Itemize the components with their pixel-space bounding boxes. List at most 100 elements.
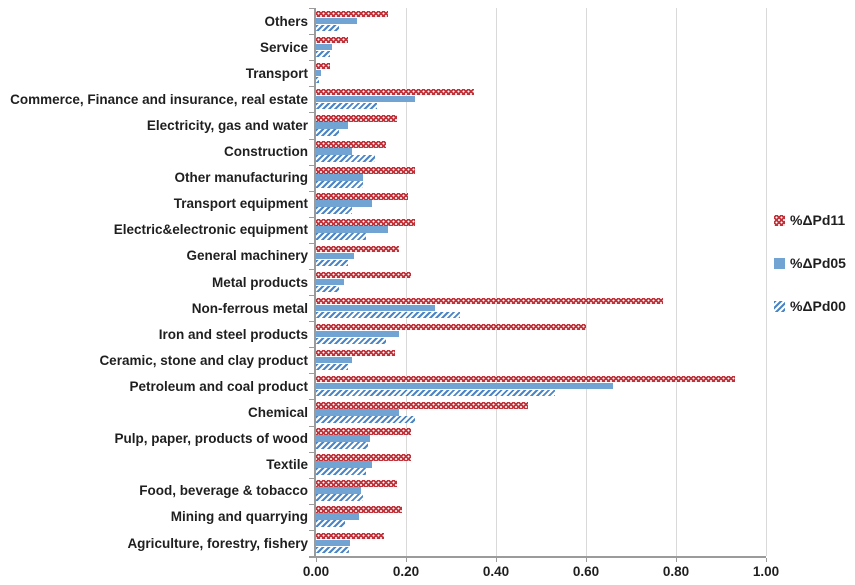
category-label: Textile xyxy=(266,457,308,473)
bar-s2-c7 xyxy=(316,207,352,214)
y-axis-tick xyxy=(309,373,314,375)
bar-s0-c17 xyxy=(316,454,411,461)
bar-s1-c19 xyxy=(316,513,359,520)
legend-swatch-icon xyxy=(774,300,785,312)
x-axis-tick xyxy=(675,558,677,562)
x-axis-tick xyxy=(495,558,497,562)
bar-s2-c10 xyxy=(316,285,339,293)
bar-s2-c5 xyxy=(316,155,375,162)
bar-s0-c2 xyxy=(316,62,330,70)
legend-label: %ΔPd00 xyxy=(790,298,846,314)
bar-s0-c19 xyxy=(316,506,402,513)
bar-s2-c0 xyxy=(316,24,339,32)
x-axis-tick xyxy=(405,558,407,562)
bar-s2-c2 xyxy=(316,76,320,84)
x-tick-label: 0.00 xyxy=(302,564,330,579)
bar-s2-c8 xyxy=(316,233,366,240)
y-axis-tick xyxy=(309,425,314,427)
y-axis-tick xyxy=(309,216,314,218)
category-label: Electricity, gas and water xyxy=(146,117,308,133)
y-axis-tick xyxy=(309,321,314,323)
bar-s0-c5 xyxy=(316,141,386,148)
bar-s2-c15 xyxy=(316,416,415,423)
category-label: Service xyxy=(259,39,308,55)
legend: %ΔPd11 %ΔPd05 %ΔPd00 xyxy=(774,212,846,341)
bar-s1-c15 xyxy=(316,409,400,416)
bar-s1-c11 xyxy=(316,304,436,312)
gridline-0.8 xyxy=(675,8,677,556)
category-label: Iron and steel products xyxy=(158,326,308,342)
bar-s1-c2 xyxy=(316,69,321,77)
category-label: Metal products xyxy=(211,274,308,290)
bar-s2-c3 xyxy=(316,102,377,110)
bar-s2-c12 xyxy=(316,337,386,345)
x-axis-line xyxy=(309,556,766,558)
y-axis-tick xyxy=(309,86,314,88)
category-label: General machinery xyxy=(186,248,308,264)
bar-s0-c8 xyxy=(316,219,415,226)
x-axis-tick xyxy=(315,558,317,562)
category-label: Chemical xyxy=(247,405,308,420)
y-axis-tick xyxy=(309,269,314,270)
gridline-0.4 xyxy=(495,8,497,556)
bar-s0-c9 xyxy=(316,245,400,253)
bar-s1-c17 xyxy=(316,461,373,468)
bar-s2-c11 xyxy=(316,311,460,319)
bar-s2-c20 xyxy=(316,546,349,554)
category-label: Construction xyxy=(224,144,308,159)
bar-s1-c9 xyxy=(316,252,355,260)
y-axis-tick xyxy=(309,242,314,244)
y-axis-tick xyxy=(309,399,314,401)
bar-s2-c19 xyxy=(316,520,346,527)
bar-s0-c10 xyxy=(316,271,411,279)
category-label: Other manufacturing xyxy=(174,170,308,186)
y-axis-tick xyxy=(309,112,314,114)
bar-s0-c12 xyxy=(316,323,586,331)
category-label: Pulp, paper, products of wood xyxy=(114,431,308,447)
bar-s2-c14 xyxy=(316,389,555,397)
y-axis-line xyxy=(314,8,316,556)
y-axis-tick xyxy=(309,295,314,296)
x-tick-label: 0.80 xyxy=(662,564,690,579)
y-axis-tick xyxy=(309,164,314,166)
legend-label: %ΔPd05 xyxy=(790,255,846,271)
bar-s1-c0 xyxy=(316,17,357,25)
y-axis-tick xyxy=(309,34,314,36)
x-tick-label: 1.00 xyxy=(752,564,780,579)
bar-s1-c1 xyxy=(316,43,332,51)
legend-item-pd11: %ΔPd11 xyxy=(774,212,846,228)
bar-s2-c16 xyxy=(316,442,368,449)
y-axis-tick xyxy=(309,529,314,531)
y-axis-tick xyxy=(309,477,314,479)
bar-s0-c13 xyxy=(316,349,395,357)
bar-s1-c13 xyxy=(316,356,352,364)
bar-s1-c20 xyxy=(316,539,350,547)
bar-s0-c7 xyxy=(316,193,409,200)
bar-s1-c10 xyxy=(316,278,345,286)
bar-s0-c20 xyxy=(316,532,384,540)
bar-s0-c4 xyxy=(316,115,397,122)
bar-s0-c0 xyxy=(316,10,388,18)
bar-s0-c18 xyxy=(316,480,397,487)
gridline-0.2 xyxy=(405,8,407,556)
bar-s0-c16 xyxy=(316,428,411,435)
bar-s2-c4 xyxy=(316,129,339,136)
bar-s0-c6 xyxy=(316,167,415,174)
bar-s0-c11 xyxy=(316,297,663,305)
y-axis-tick xyxy=(309,451,314,453)
bar-s1-c6 xyxy=(316,174,364,181)
category-label: Ceramic, stone and clay product xyxy=(99,352,308,368)
category-label: Transport equipment xyxy=(173,196,308,212)
x-tick-label: 0.60 xyxy=(572,564,600,579)
bar-s1-c18 xyxy=(316,487,361,494)
x-tick-label: 0.20 xyxy=(392,564,420,579)
bar-s2-c17 xyxy=(316,468,366,475)
x-axis-tick xyxy=(765,558,767,562)
y-axis-tick xyxy=(309,347,314,349)
x-tick-label: 0.40 xyxy=(482,564,510,579)
bar-s1-c5 xyxy=(316,148,352,155)
legend-label: %ΔPd11 xyxy=(790,212,846,228)
y-axis-tick xyxy=(309,8,314,9)
category-label: Non-ferrous metal xyxy=(191,300,308,316)
